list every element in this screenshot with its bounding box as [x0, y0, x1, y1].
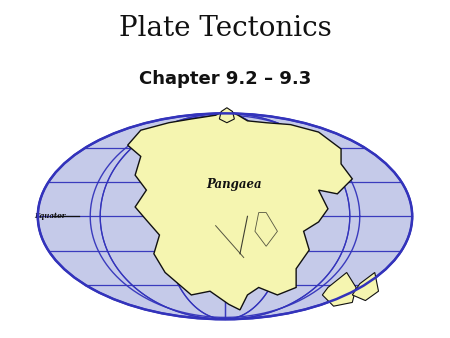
- Polygon shape: [322, 272, 356, 306]
- Text: Chapter 9.2 – 9.3: Chapter 9.2 – 9.3: [139, 70, 311, 88]
- Ellipse shape: [38, 113, 412, 319]
- Text: Equator: Equator: [34, 212, 66, 220]
- Text: Pangaea: Pangaea: [207, 178, 262, 191]
- Polygon shape: [220, 108, 234, 123]
- Polygon shape: [255, 213, 277, 246]
- Polygon shape: [128, 110, 352, 310]
- Polygon shape: [352, 272, 378, 300]
- Text: Plate Tectonics: Plate Tectonics: [119, 15, 331, 42]
